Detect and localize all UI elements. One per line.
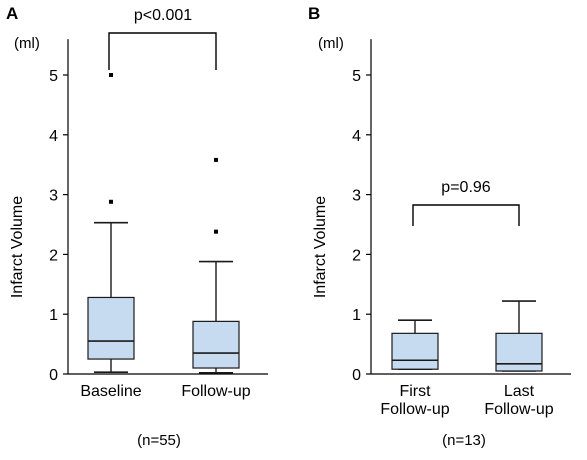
iqr-box	[495, 332, 543, 372]
x-category-label: Follow-up	[484, 401, 553, 418]
panel-label: B	[308, 4, 320, 23]
box-2: Follow-up	[181, 157, 251, 400]
comparison-bracket	[108, 32, 217, 70]
y-tick-label: 4	[49, 128, 58, 145]
y-tick-label: 2	[49, 247, 58, 264]
box-1: Baseline	[80, 73, 142, 400]
p-value-label: p<0.001	[134, 7, 192, 24]
outlier-point	[109, 73, 113, 77]
y-tick-label: 0	[352, 367, 361, 384]
y-tick-label: 1	[352, 307, 361, 324]
y-axis-label: Infarct Volume	[312, 196, 329, 298]
iqr-box	[391, 332, 439, 370]
y-axis-label: Infarct Volume	[9, 196, 26, 298]
sample-size-label: (n=13)	[442, 432, 486, 449]
y-tick-label: 2	[352, 247, 361, 264]
x-category-label: Follow-up	[181, 383, 250, 400]
iqr-box	[87, 296, 135, 360]
panel-label: A	[6, 4, 18, 23]
unit-label: (ml)	[14, 35, 40, 52]
outlier-point	[109, 199, 113, 204]
y-tick-label: 5	[49, 68, 58, 85]
y-tick-label: 0	[49, 367, 58, 384]
y-tick-label: 3	[352, 188, 361, 205]
y-tick-label: 3	[49, 188, 58, 205]
x-category-label: Last	[504, 383, 535, 400]
x-category-label: First	[399, 383, 431, 400]
panel-a: A (ml) Infarct Volume 0 1 2 3 4 5 Baseline Follow-…	[6, 4, 268, 449]
outlier-point	[214, 229, 218, 234]
sample-size-label: (n=55)	[137, 432, 181, 449]
x-category-label: Baseline	[80, 383, 141, 400]
outlier-point	[214, 157, 218, 162]
y-tick-label: 4	[352, 128, 361, 145]
comparison-bracket	[412, 204, 520, 226]
panel-b: B(ml)Infarct Volume012345FirstFollow-upL…	[308, 4, 571, 449]
unit-label: (ml)	[318, 35, 344, 52]
p-value-label: p=0.96	[441, 179, 490, 196]
y-tick-label: 5	[352, 68, 361, 85]
y-tick-label: 1	[49, 307, 58, 324]
iqr-box	[192, 320, 240, 369]
x-category-label: Follow-up	[380, 401, 449, 418]
